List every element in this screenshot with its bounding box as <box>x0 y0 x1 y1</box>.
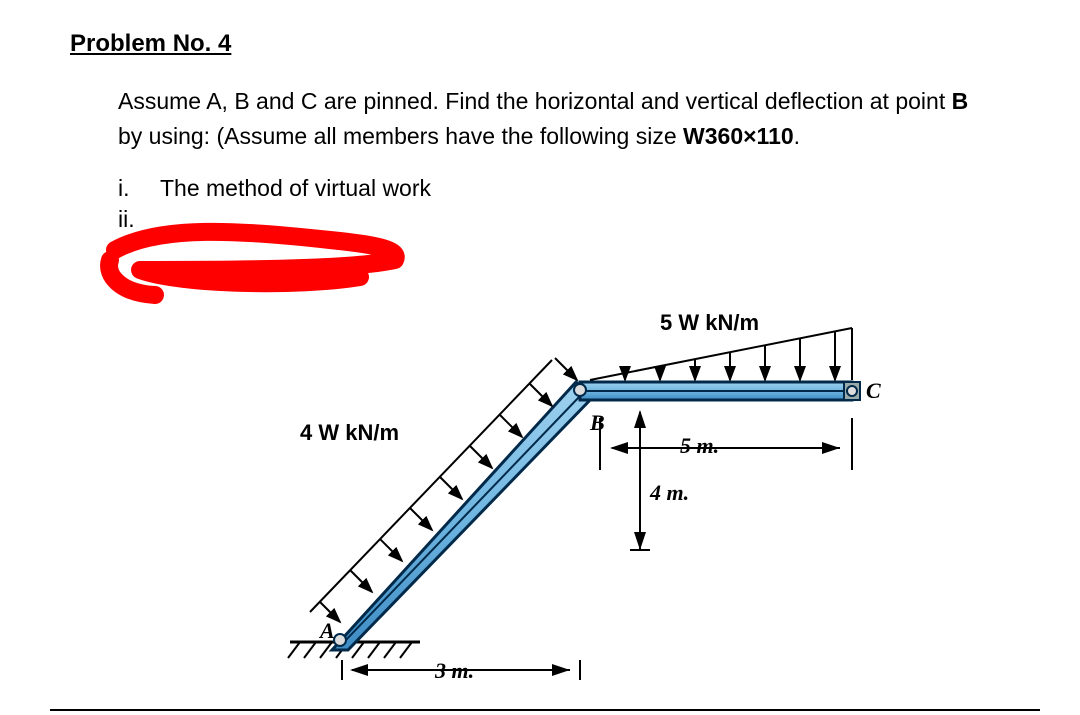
list-i-text: The method of virtual work <box>160 175 431 202</box>
label-dim-5m: 5 m. <box>680 433 719 459</box>
label-load-ab: 4 W kN/m <box>300 420 399 446</box>
stmt-line2-post: . <box>794 123 800 149</box>
label-load-bc: 5 W kN/m <box>660 310 759 336</box>
page: Problem No. 4 Assume A, B and C are pinn… <box>0 0 1080 715</box>
list-item-i: i. The method of virtual work <box>118 175 1040 202</box>
stmt-line1-pre: Assume A, B and C are pinned. Find the h… <box>118 88 952 114</box>
stmt-line2-pre: by using: (Assume all members have the f… <box>118 123 683 149</box>
problem-heading: Problem No. 4 <box>70 30 1040 58</box>
label-point-c: C <box>866 378 881 404</box>
problem-statement: Assume A, B and C are pinned. Find the h… <box>118 84 1030 153</box>
red-scribble-annotation <box>100 215 420 305</box>
bottom-rule <box>50 709 1040 711</box>
label-point-b: B <box>590 410 605 436</box>
label-point-a: A <box>320 618 335 644</box>
stmt-line1-bold: B <box>952 88 969 114</box>
label-dim-4m: 4 m. <box>650 480 689 506</box>
list-i-marker: i. <box>118 175 160 202</box>
label-dim-3m: 3 m. <box>435 658 474 684</box>
stmt-line2-bold: W360×110 <box>683 123 794 149</box>
figure-svg <box>260 320 900 710</box>
structural-figure: 4 W kN/m 5 W kN/m B C A 3 m. 5 m. 4 m. <box>260 320 900 710</box>
